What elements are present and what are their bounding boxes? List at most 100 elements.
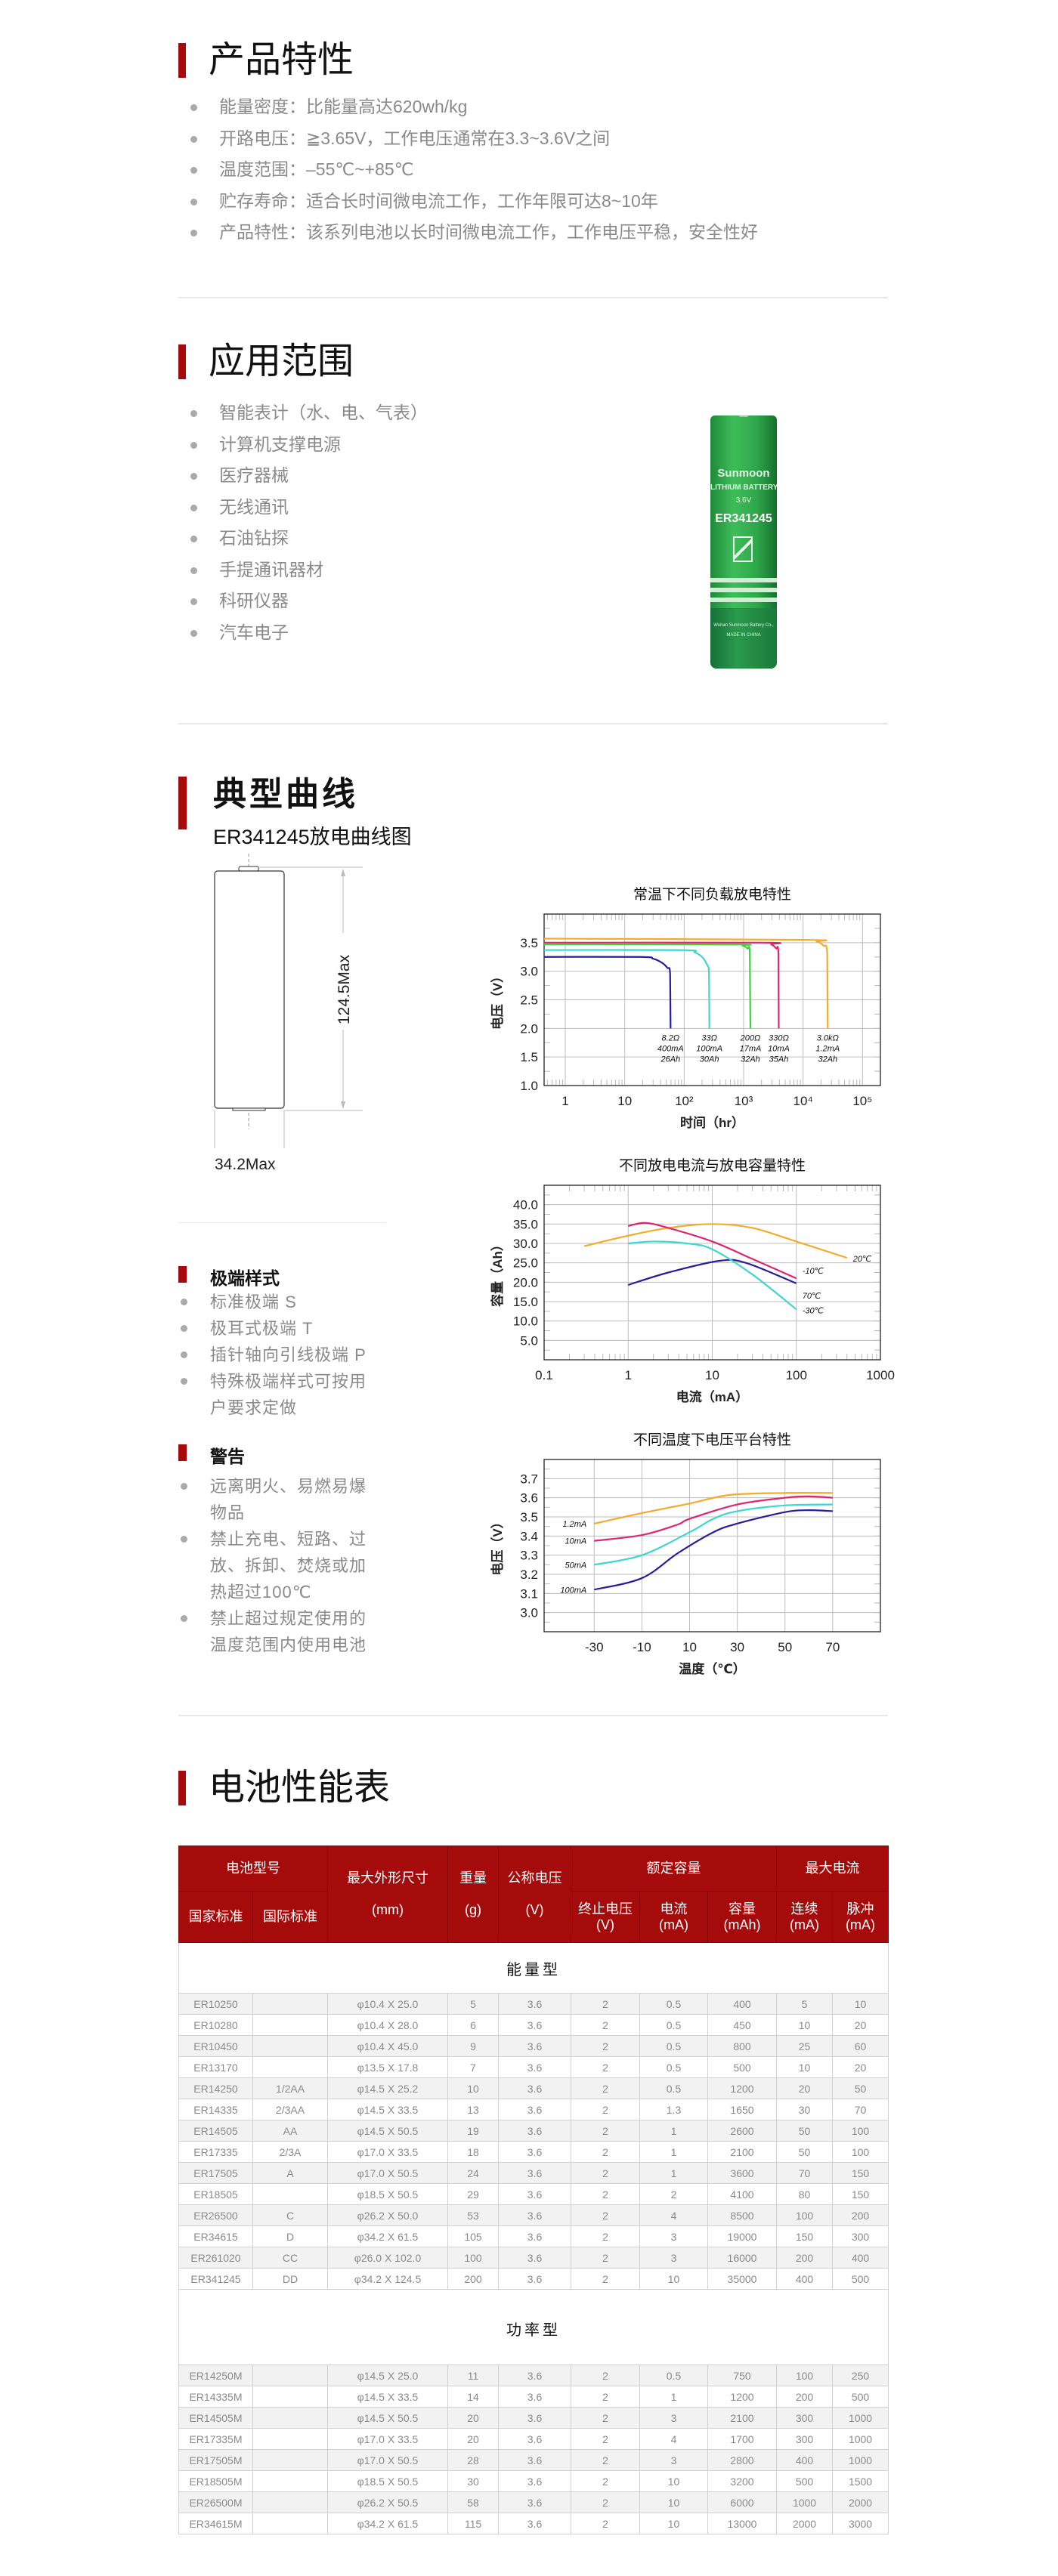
table-cell: 2 [571, 2077, 640, 2099]
table-group-title: 功率型 [178, 2289, 889, 2365]
table-row: ER341245 DD φ34.2 X 124.5 200 3.6 2 10 35000 400… [178, 2268, 889, 2290]
table-cell: ER14335M [178, 2386, 253, 2408]
table-cell: 2 [639, 2183, 708, 2205]
table-cell: 400 [776, 2449, 834, 2471]
plot-frame [543, 913, 881, 1086]
table-cell: 200 [776, 2247, 834, 2269]
table-cell: 2 [571, 2014, 640, 2036]
divider [178, 723, 888, 724]
table-cell: 10 [447, 2077, 499, 2099]
divider [178, 297, 888, 298]
plot-area [544, 1459, 880, 1632]
list-item: 远离明火、易燃易爆物品 [177, 1473, 381, 1526]
table-cell [252, 2513, 328, 2534]
series-label: 3.0kΩ [817, 1033, 839, 1042]
x-tick-label: 10 [617, 1094, 632, 1108]
table-cell [252, 2183, 328, 2205]
table-cell: 6000 [707, 2491, 778, 2513]
divider [178, 1715, 888, 1716]
list-item: 计算机支撑电源 [189, 429, 428, 461]
table-cell: φ10.4 X 45.0 [327, 2035, 448, 2057]
chart-title: 常温下不同负载放电特性 [633, 886, 791, 903]
table-cell: 2/3A [252, 2141, 328, 2163]
table-cell: 4 [639, 2204, 708, 2226]
table-cell: 3.6 [498, 2099, 571, 2120]
table-cell: 450 [707, 2014, 778, 2036]
section-title-features: 产品特性 [209, 40, 354, 80]
features-list: 能量密度：比能量高达620wh/kg 开路电压：≧3.65V，工作电压通常在3.… [189, 91, 758, 249]
col-header-voltage: 公称电压 (V) [498, 1846, 571, 1943]
list-item: 无线通讯 [189, 492, 428, 524]
table-cell: 8500 [707, 2204, 778, 2226]
table-cell: ER14335 [178, 2099, 253, 2120]
table-cell: 3.6 [498, 1993, 571, 2015]
battery-model: ER341245 [715, 512, 772, 525]
table-row: ER17335 2/3A φ17.0 X 33.5 18 3.6 2 1 2100 50 100 [178, 2141, 889, 2163]
table-cell: ER18505M [178, 2470, 253, 2492]
table-cell: 3 [639, 2247, 708, 2269]
series-label: 10mA [565, 1537, 587, 1546]
table-cell: φ17.0 X 33.5 [327, 2428, 448, 2450]
table-cell: φ14.5 X 50.5 [327, 2407, 448, 2429]
col-header-model: 电池型号 [178, 1846, 328, 1892]
width-dimension-label: 34.2Max [215, 1156, 276, 1173]
table-cell: 0.5 [639, 2056, 708, 2078]
table-cell: ER10250 [178, 1993, 253, 2015]
table-cell: C [252, 2204, 328, 2226]
table-cell: 300 [776, 2428, 834, 2450]
y-tick-label: 3.2 [520, 1568, 538, 1582]
table-cell: φ13.5 X 17.8 [327, 2056, 448, 2078]
table-row: ER34615M φ34.2 X 61.5 115 3.6 2 10 13000 2000 30… [178, 2513, 889, 2534]
col-header-international: 国际标准 [252, 1891, 328, 1943]
table-group-row: 能量型 [178, 1942, 889, 1994]
table-cell: 1000 [776, 2491, 834, 2513]
table-cell: 1/2AA [252, 2077, 328, 2099]
table-cell: ER34615M [178, 2513, 253, 2534]
list-item: 能量密度：比能量高达620wh/kg [189, 91, 758, 123]
series-label: 8.2Ω [661, 1033, 679, 1042]
table-cell: 2 [571, 2162, 640, 2184]
table-cell [252, 2386, 328, 2408]
table-cell: 3.6 [498, 2162, 571, 2184]
table-cell: 10 [776, 2014, 834, 2036]
y-tick-label: 3.6 [520, 1491, 538, 1506]
arrow-down-icon [341, 1101, 345, 1109]
table-cell: 500 [832, 2386, 889, 2408]
table-cell: 70 [832, 2099, 889, 2120]
series-label: 1.2mA [562, 1520, 586, 1529]
table-cell: ER341245 [178, 2268, 253, 2290]
y-tick-label: 40.0 [513, 1198, 538, 1212]
table-cell: A [252, 2162, 328, 2184]
section-marker [178, 1444, 187, 1461]
table-cell: ER26500M [178, 2491, 253, 2513]
table-cell [252, 2364, 328, 2386]
table-cell: 10 [639, 2268, 708, 2290]
table-cell: 3.6 [498, 2513, 571, 2534]
table-cell: 400 [707, 1993, 778, 2015]
table-cell: 2 [571, 2470, 640, 2492]
table-cell: φ14.5 X 50.5 [327, 2120, 448, 2142]
table-cell [252, 1993, 328, 2015]
table-cell: 3 [639, 2449, 708, 2471]
table-cell: ER26500 [178, 2204, 253, 2226]
battery-label: LITHIUM BATTERY [710, 483, 777, 492]
table-row: ER14250M φ14.5 X 25.0 11 3.6 2 0.5 750 100 250 [178, 2364, 889, 2386]
x-axis-label: 时间（hr） [680, 1115, 744, 1130]
performance-table: 电池型号 最大外形尺寸 (mm) 重量 (g) 公称电压 (V) 额定容量 最大电流 … [178, 1846, 889, 2534]
table-cell: 2000 [832, 2491, 889, 2513]
table-cell: 2 [571, 2364, 640, 2386]
table-cell: 3.6 [498, 2449, 571, 2471]
y-tick-label: 3.5 [520, 936, 538, 950]
table-cell: 1000 [832, 2428, 889, 2450]
table-cell: 250 [832, 2364, 889, 2386]
series-label: 30Ah [700, 1055, 719, 1064]
table-cell: 11 [447, 2364, 499, 2386]
table-cell: 5 [447, 1993, 499, 2015]
table-cell: 6 [447, 2014, 499, 2036]
table-cell: φ34.2 X 61.5 [327, 2225, 448, 2247]
table-cell: 2 [571, 2407, 640, 2429]
series-line [628, 1222, 797, 1280]
table-cell: 500 [776, 2470, 834, 2492]
x-tick-label: 1 [561, 1094, 568, 1108]
list-item: 开路电压：≧3.65V，工作电压通常在3.3~3.6V之间 [189, 123, 758, 155]
